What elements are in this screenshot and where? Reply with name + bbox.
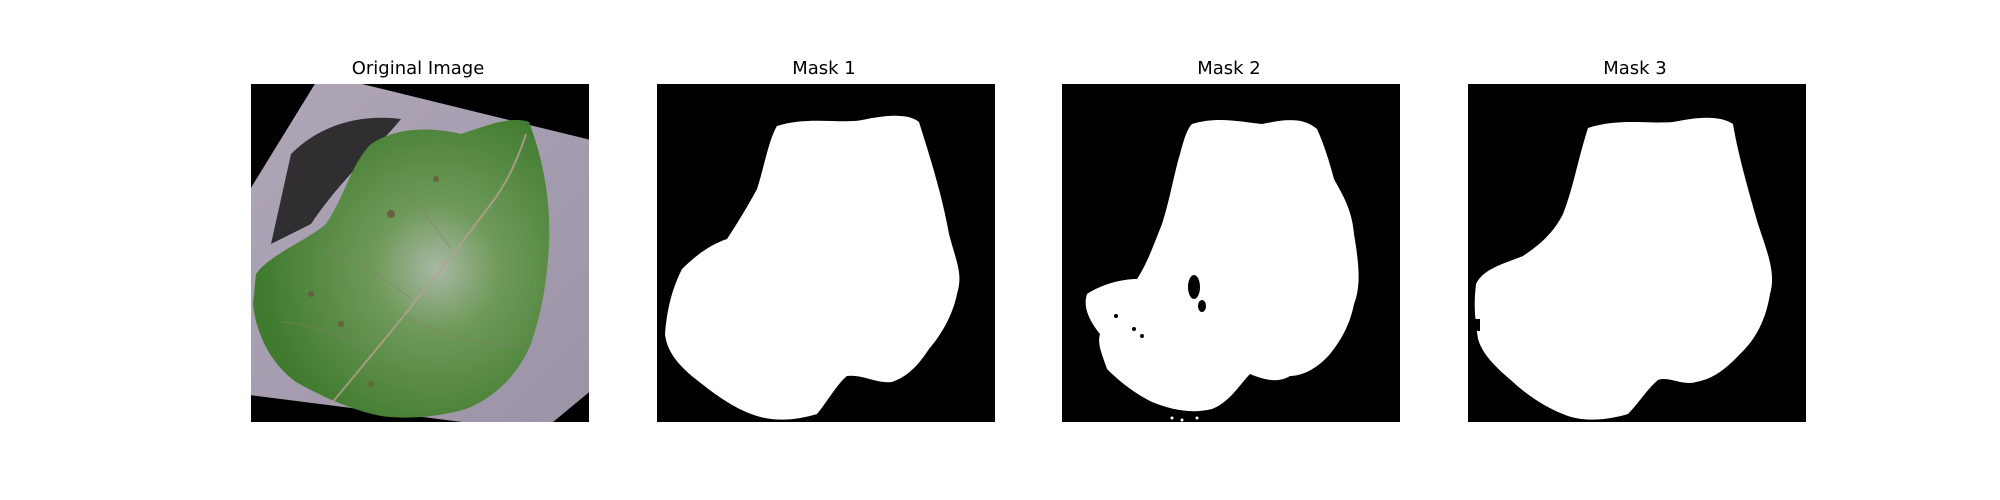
mask-1-image [657,84,995,422]
panel-title-original: Original Image [248,58,588,80]
mask-2-image [1062,84,1400,422]
panel-title-mask-2: Mask 2 [1059,58,1399,80]
mask-3-image [1468,84,1806,422]
panel-title-mask-3: Mask 3 [1465,58,1805,80]
panel-title-mask-1: Mask 1 [654,58,994,80]
original-image [251,84,589,422]
